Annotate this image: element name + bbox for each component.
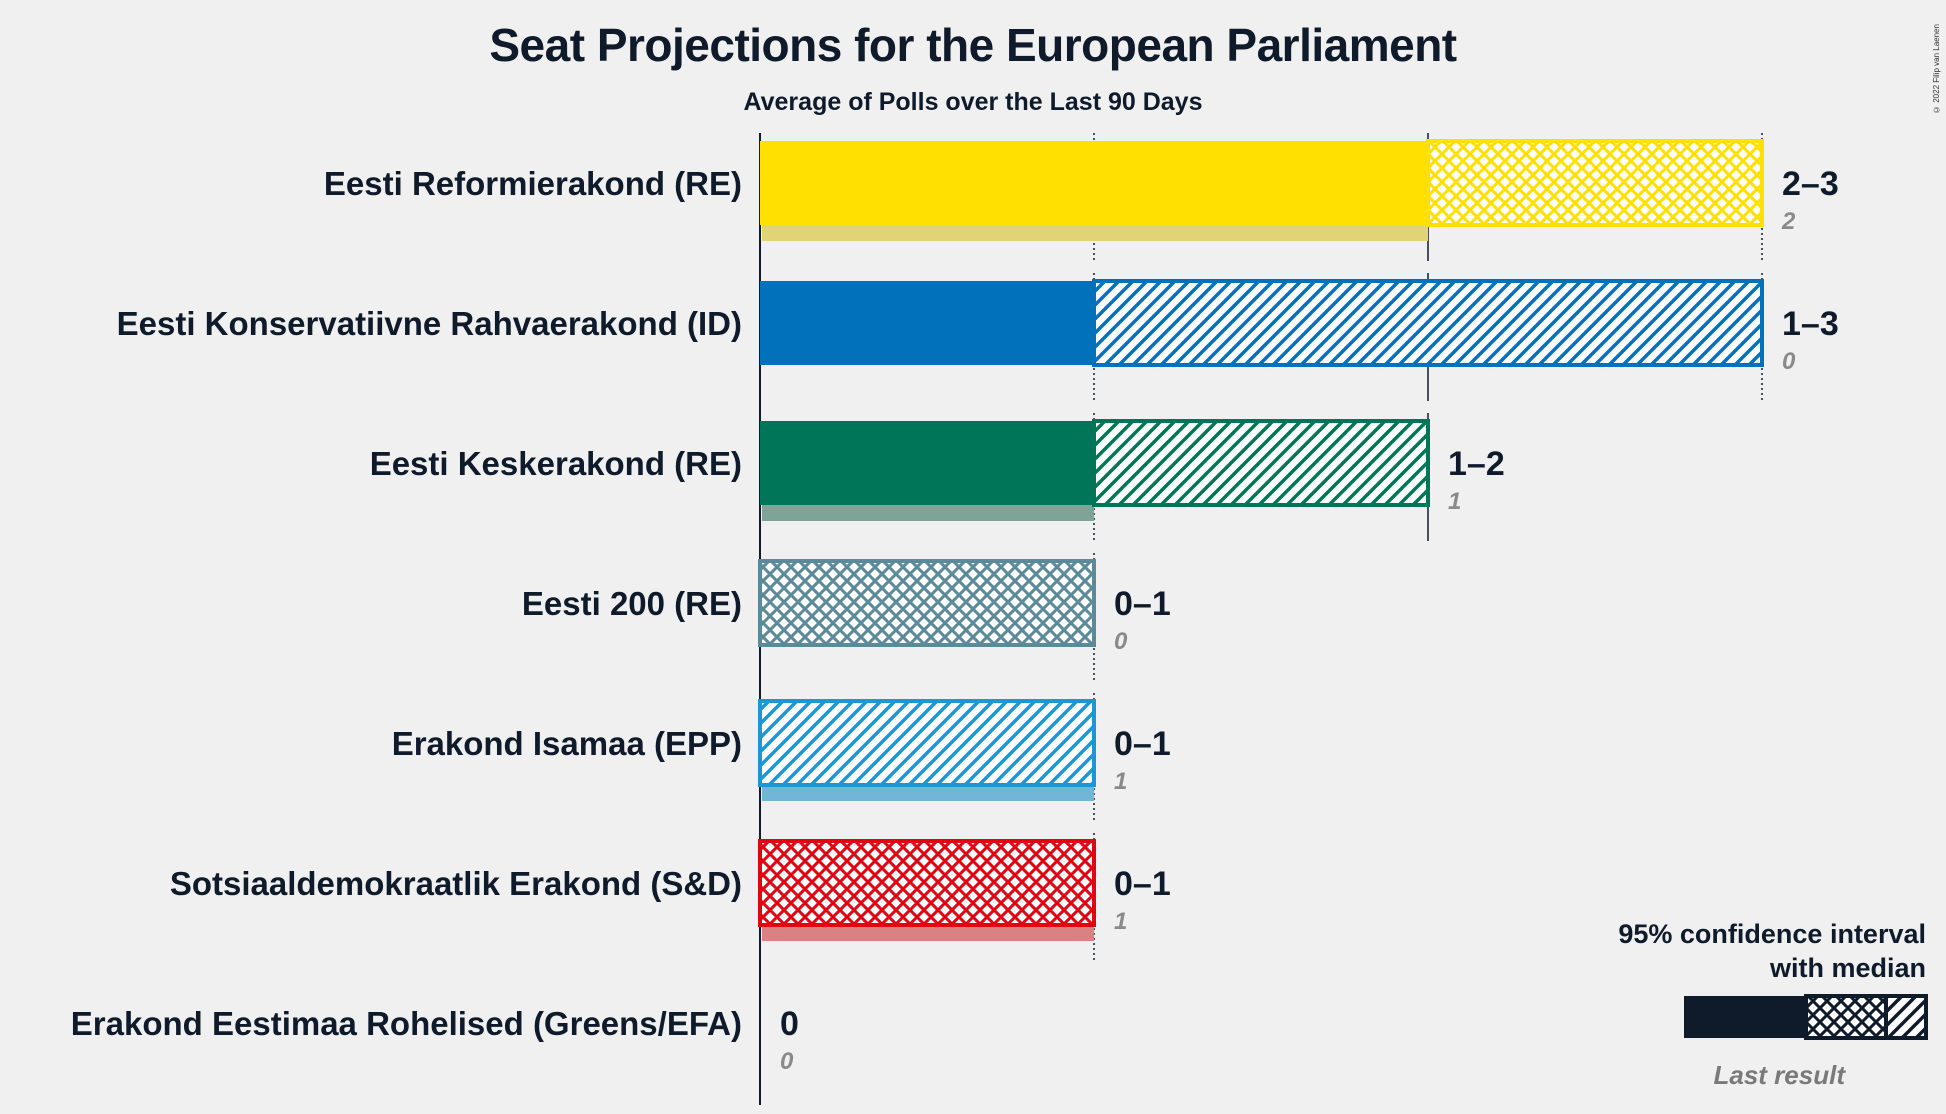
legend-line2: with median <box>1769 953 1926 983</box>
ci95-bar <box>758 839 1096 927</box>
party-label: Eesti Konservatiivne Rahvaerakond (ID) <box>117 305 742 342</box>
chart-subtitle: Average of Polls over the Last 90 Days <box>743 88 1203 116</box>
labels: Eesti Reformierakond (RE) 2–3 2 Eesti Konse… <box>71 165 1839 1075</box>
party-label: Eesti Keskerakond (RE) <box>370 445 742 482</box>
legend-line1: 95% confidence interval <box>1618 919 1926 949</box>
ci95-bar <box>758 699 1096 787</box>
last-result-label: 0 <box>1782 348 1796 375</box>
ci95-bar <box>1092 279 1764 367</box>
range-label: 2–3 <box>1782 165 1839 203</box>
ci80-bar <box>760 421 1094 505</box>
range-label: 0–1 <box>1114 865 1171 903</box>
last-result-bar <box>762 503 1094 521</box>
party-label: Sotsiaaldemokraatlik Erakond (S&D) <box>170 865 742 902</box>
party-label: Erakond Isamaa (EPP) <box>392 725 742 762</box>
party-label: Eesti Reformierakond (RE) <box>324 165 742 202</box>
ci95-bar <box>1092 419 1430 507</box>
range-label: 1–2 <box>1448 445 1505 483</box>
last-result-label: 0 <box>780 1048 794 1075</box>
ci95-bar <box>1426 139 1764 227</box>
party-label: Eesti 200 (RE) <box>522 585 742 622</box>
legend-last-result-label: Last result <box>1714 1060 1847 1090</box>
party-label: Erakond Eestimaa Rohelised (Greens/EFA) <box>71 1005 742 1042</box>
range-label: 1–3 <box>1782 305 1839 343</box>
last-result-label: 0 <box>1114 628 1128 655</box>
range-label: 0–1 <box>1114 585 1171 623</box>
ci80-bar <box>760 141 1428 225</box>
legend-ci-diag <box>1884 994 1928 1040</box>
range-label: 0–1 <box>1114 725 1171 763</box>
range-label: 0 <box>780 1005 799 1043</box>
chart-title: Seat Projections for the European Parlia… <box>489 19 1457 71</box>
legend-ci-cross <box>1804 994 1888 1040</box>
last-result-bar <box>762 923 1094 941</box>
legend-median-bar <box>1684 996 1808 1038</box>
last-result-label: 1 <box>1114 908 1127 935</box>
last-result-label: 1 <box>1114 768 1127 795</box>
last-result-label: 1 <box>1448 488 1461 515</box>
last-result-bar <box>762 223 1428 241</box>
ci95-bar <box>758 559 1096 647</box>
bars <box>758 139 1764 941</box>
last-result-label: 2 <box>1781 208 1796 235</box>
ci80-bar <box>760 281 1094 365</box>
last-result-bar <box>762 783 1094 801</box>
legend: 95% confidence interval with median Last r… <box>1618 919 1928 1090</box>
